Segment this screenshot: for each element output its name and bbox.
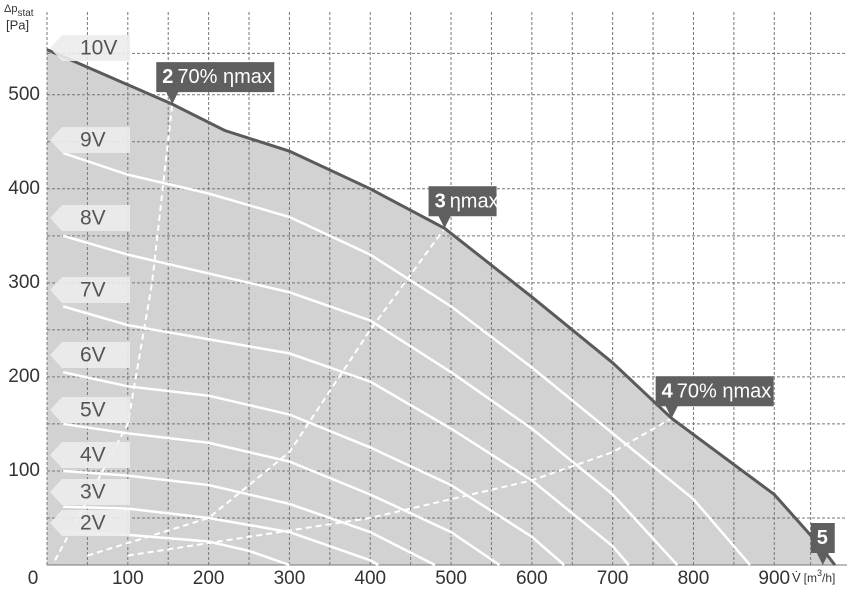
x-tick-label: 600 (516, 568, 548, 589)
annotation-label: 2 70% ηmax (162, 66, 272, 88)
annotation-box (655, 376, 774, 419)
annotation-text: ηmax (450, 191, 499, 213)
x-tick-label: 500 (435, 568, 467, 589)
annotation: 5 (810, 523, 835, 565)
annotation: 3 ηmax (428, 186, 499, 229)
x-tick-label: 100 (112, 568, 144, 589)
legend-label: 10V (80, 37, 117, 60)
operating-area (47, 49, 835, 566)
voltage-flag (50, 510, 130, 536)
annotation-number: 2 (162, 66, 173, 88)
annotation-box (810, 523, 835, 565)
x-tick-label: 300 (274, 568, 306, 589)
y-tick-label: 100 (8, 460, 40, 481)
y-tick-label: 400 (8, 178, 40, 199)
annotation-box (428, 186, 497, 229)
voltage-flag (50, 127, 130, 153)
annotation: 4 70% ηmax (655, 376, 774, 419)
annotation-box (156, 62, 275, 105)
x-tick-label: 200 (193, 568, 225, 589)
fan-curve (62, 370, 565, 566)
annotation-number: 3 (435, 191, 446, 213)
annotation-label: 5 (817, 527, 828, 549)
legend-label: 9V (80, 129, 106, 152)
x-tick-label: 0 (28, 568, 39, 589)
annotation: 2 70% ηmax (156, 62, 275, 105)
efficiency-line (87, 227, 446, 557)
x-tick-label: 700 (597, 568, 629, 589)
legend-label: 4V (80, 444, 106, 467)
fan-curve (63, 505, 379, 567)
annotation-number: 4 (662, 381, 674, 403)
y-tick-label: 200 (8, 366, 40, 387)
voltage-flag (50, 397, 130, 423)
y-unit: [Pa] (6, 17, 29, 32)
y-tick-label: 500 (8, 84, 40, 105)
x-label: V̇ [m3/h] (792, 568, 835, 585)
voltage-flag (50, 342, 130, 368)
voltage-flag (50, 35, 130, 61)
voltage-flag (50, 277, 130, 303)
fan-curve (62, 305, 630, 566)
legend-label: 8V (80, 207, 106, 230)
x-tick-label: 800 (678, 568, 710, 589)
y-tick-label: 300 (8, 272, 40, 293)
x-tick-label: 900 (758, 568, 790, 589)
legend-label: 3V (80, 481, 106, 504)
voltage-flag (50, 442, 130, 468)
annotation-number: 5 (817, 527, 828, 549)
annotation-label: 4 70% ηmax (662, 381, 772, 403)
legend-label: 7V (80, 279, 106, 302)
annotation-text: 70% ηmax (177, 66, 271, 88)
legend-label: 5V (80, 399, 106, 422)
fan-curve (62, 234, 679, 566)
legend-label: 2V (80, 512, 106, 535)
fan-curve (62, 151, 751, 566)
y-label: Δpstat (4, 3, 34, 19)
fan-curve (63, 469, 436, 567)
annotation-text: 70% ηmax (677, 381, 772, 403)
annotation-label: 3 ηmax (435, 191, 499, 213)
fan-curve (62, 422, 501, 567)
x-tick-label: 400 (354, 568, 386, 589)
legend-label: 6V (80, 344, 106, 367)
voltage-flag (50, 205, 130, 231)
voltage-flag (50, 479, 130, 505)
